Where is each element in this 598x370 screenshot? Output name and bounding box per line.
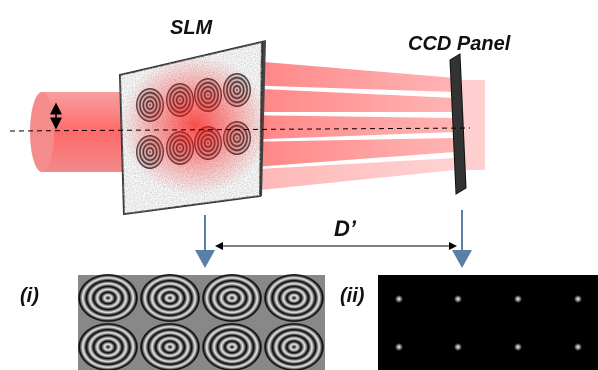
ccd-panel [450, 54, 466, 194]
distance-label: D’ [334, 216, 357, 241]
slm-panel [120, 40, 270, 214]
panel-ii-label: (ii) [340, 285, 365, 307]
phase-pattern [78, 274, 325, 370]
ccd-image [378, 275, 598, 370]
panel-i-label: (i) [20, 285, 39, 307]
slm-label: SLM [170, 17, 214, 39]
input-beam [30, 92, 132, 172]
diffracted-beams [240, 60, 485, 192]
diagram: SLM CCD Panel D’ (i) (ii) [0, 0, 598, 370]
ccd-label: CCD Panel [408, 33, 511, 55]
